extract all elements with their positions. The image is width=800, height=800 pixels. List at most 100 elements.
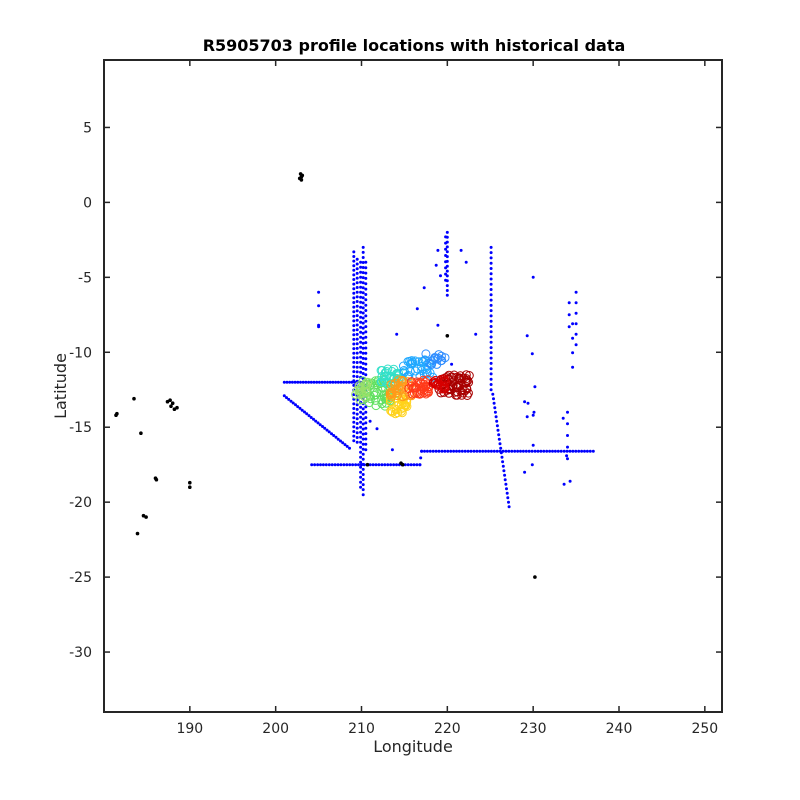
historical-point (355, 365, 359, 369)
historical-point (497, 433, 501, 437)
historical-point (542, 449, 546, 453)
historical-point (339, 463, 343, 467)
historical-point (361, 346, 365, 350)
historical-point (352, 430, 356, 433)
historical-point (489, 449, 493, 453)
historical-point (415, 463, 419, 467)
x-axis-label: Longitude (373, 737, 453, 756)
historical-point (312, 417, 315, 421)
historical-point (361, 457, 365, 461)
historical-point (489, 367, 493, 371)
historical-point (289, 399, 293, 403)
historical-point (355, 337, 359, 341)
historical-point (545, 449, 549, 453)
historical-point (352, 333, 356, 337)
historical-point (525, 415, 529, 419)
historical-point (459, 248, 463, 252)
historical-point (361, 407, 365, 411)
historical-point (359, 370, 363, 374)
historical-point (444, 235, 448, 239)
profile-location-marker (377, 377, 387, 387)
historical-point (355, 422, 359, 425)
historical-point (489, 388, 493, 392)
historical-data-layer (282, 230, 595, 509)
historical-point (566, 434, 569, 437)
historical-point (359, 345, 363, 349)
historical-point (294, 403, 297, 407)
historical-point (361, 442, 365, 446)
historical-point (523, 470, 527, 474)
historical-point (364, 335, 368, 339)
historical-point (345, 463, 349, 467)
historical-point (324, 463, 328, 467)
historical-point (352, 287, 356, 291)
historical-point (444, 247, 448, 251)
historical-point (355, 356, 359, 360)
profile-location-marker (419, 388, 429, 398)
historical-point (336, 380, 340, 384)
historical-point (361, 301, 365, 305)
historical-point (287, 397, 291, 401)
historical-point (361, 296, 365, 300)
historical-point (423, 449, 426, 453)
axis-ticks: 190 200 210 220 230 240 250 5 0 -5 -10 -15 -20 -25 -30 (69, 60, 722, 737)
historical-point (331, 380, 335, 384)
historical-point (361, 256, 365, 259)
historical-point (359, 275, 363, 279)
historical-point (510, 449, 514, 453)
historical-point (359, 295, 363, 299)
coastline-point (188, 485, 192, 490)
historical-point (361, 281, 365, 285)
profile-location-marker (428, 355, 438, 365)
historical-point (359, 305, 363, 309)
historical-point (296, 380, 300, 384)
historical-point (352, 301, 356, 304)
historical-point (403, 463, 407, 467)
historical-point (566, 410, 569, 414)
profile-location-marker (438, 383, 448, 393)
historical-point (513, 449, 517, 453)
x-tick-label: 250 (691, 721, 718, 737)
historical-point (347, 380, 351, 384)
profile-location-marker (411, 366, 420, 376)
coastline-point (170, 401, 175, 406)
historical-point (494, 415, 498, 419)
historical-point (361, 261, 365, 264)
historical-point (571, 365, 575, 369)
historical-point (355, 431, 359, 435)
historical-point (503, 473, 507, 477)
historical-point (352, 291, 356, 295)
historical-point (332, 434, 336, 437)
historical-point (361, 311, 365, 315)
historical-point (355, 332, 359, 336)
historical-point (548, 449, 552, 453)
historical-point (532, 410, 536, 414)
historical-point (364, 421, 368, 425)
historical-point (445, 269, 449, 273)
historical-point (389, 463, 393, 467)
historical-point (359, 430, 363, 434)
profile-location-marker (397, 408, 407, 418)
historical-point (364, 341, 368, 345)
historical-point (530, 463, 534, 467)
historical-point (327, 430, 331, 434)
historical-point (505, 491, 509, 495)
historical-point (348, 463, 352, 467)
historical-point (355, 328, 359, 332)
profile-location-marker (385, 390, 395, 400)
historical-point (359, 300, 363, 304)
historical-point (312, 380, 316, 384)
historical-point (339, 439, 342, 443)
historical-point (361, 417, 365, 421)
historical-point (444, 278, 448, 282)
historical-point (531, 275, 535, 279)
y-tick-label: -15 (69, 420, 92, 436)
historical-point (361, 245, 365, 249)
coastline-point (139, 431, 143, 436)
historical-point (383, 463, 387, 467)
historical-point (499, 451, 503, 455)
historical-point (489, 272, 493, 276)
historical-point (445, 293, 449, 297)
historical-point (577, 449, 581, 453)
historical-point (352, 365, 356, 369)
